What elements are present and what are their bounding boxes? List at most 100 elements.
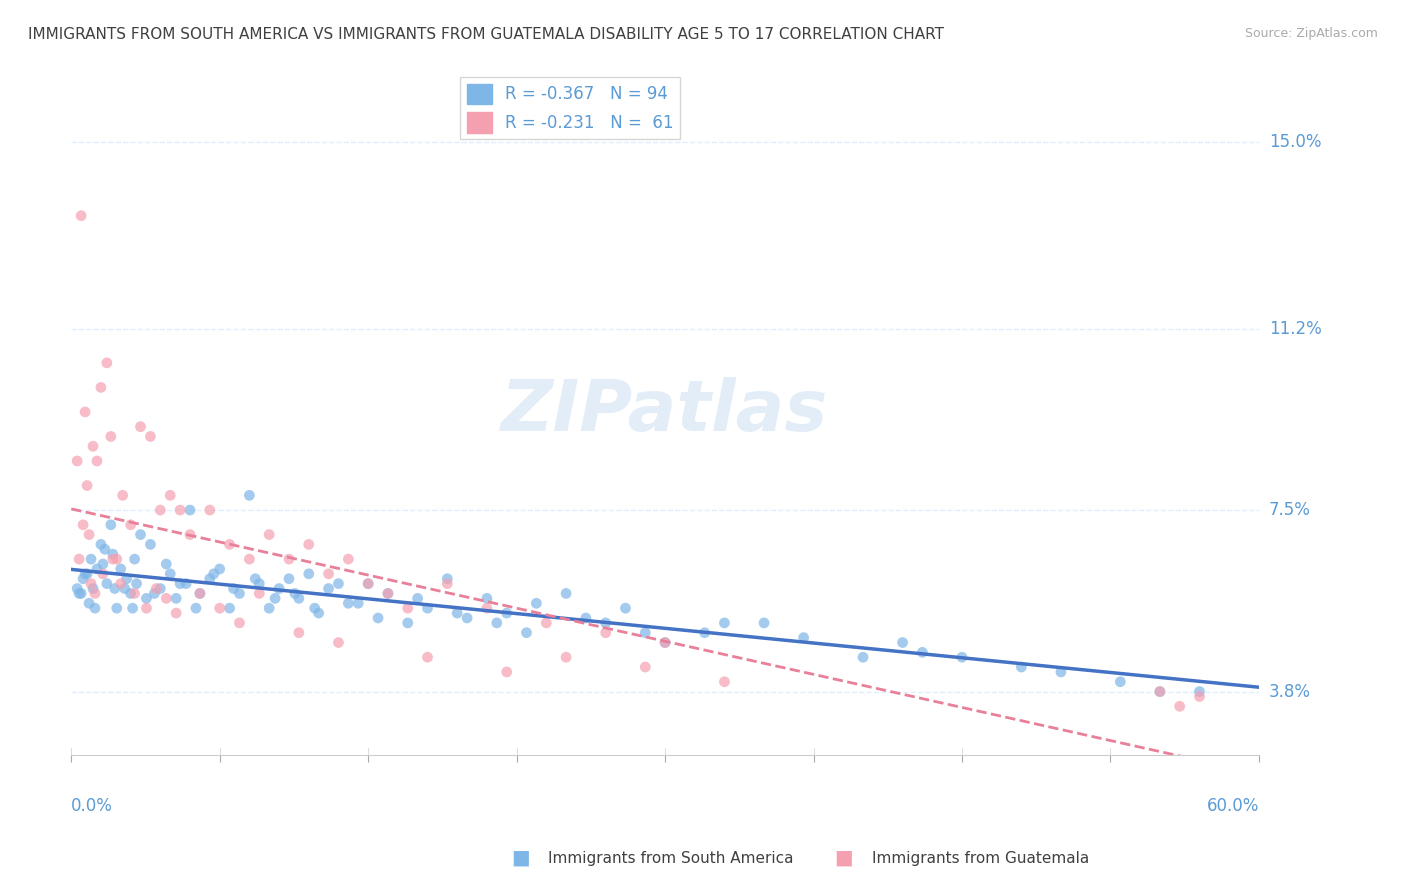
Point	[124, 552, 146, 566]
Point	[416, 601, 439, 615]
Point	[159, 566, 181, 581]
Point	[110, 562, 132, 576]
Text: ▪: ▪	[510, 844, 530, 872]
Point	[67, 586, 90, 600]
Point	[72, 517, 94, 532]
Point	[515, 625, 537, 640]
Point	[614, 601, 637, 615]
Point	[257, 527, 280, 541]
Point	[77, 596, 100, 610]
Point	[793, 631, 815, 645]
Point	[950, 650, 973, 665]
Point	[208, 601, 231, 615]
Point	[752, 615, 775, 630]
Point	[267, 582, 290, 596]
Text: 11.2%: 11.2%	[1268, 319, 1322, 337]
Point	[475, 591, 498, 606]
Point	[1149, 684, 1171, 698]
Point	[96, 356, 118, 370]
Point	[198, 503, 221, 517]
Point	[328, 576, 350, 591]
Point	[304, 601, 326, 615]
Point	[76, 566, 98, 581]
Point	[228, 586, 250, 600]
Point	[693, 625, 716, 640]
Point	[90, 537, 112, 551]
Point	[82, 439, 104, 453]
Point	[1188, 690, 1211, 704]
Point	[145, 582, 167, 596]
Point	[84, 601, 107, 615]
Point	[852, 650, 875, 665]
Point	[436, 572, 458, 586]
Point	[129, 419, 152, 434]
Point	[1188, 684, 1211, 698]
Point	[120, 586, 142, 600]
Point	[84, 586, 107, 600]
Point	[713, 674, 735, 689]
Point	[495, 606, 517, 620]
Point	[155, 591, 177, 606]
Point	[495, 665, 517, 679]
Text: 15.0%: 15.0%	[1268, 133, 1322, 151]
Point	[100, 517, 122, 532]
Point	[188, 586, 211, 600]
Point	[76, 478, 98, 492]
Point	[86, 454, 108, 468]
Point	[337, 552, 360, 566]
Point	[75, 405, 97, 419]
Point	[595, 615, 617, 630]
Point	[367, 611, 389, 625]
Point	[67, 552, 90, 566]
Point	[120, 517, 142, 532]
Point	[111, 488, 134, 502]
Point	[72, 572, 94, 586]
Point	[1010, 660, 1032, 674]
Point	[90, 380, 112, 394]
Point	[174, 576, 197, 591]
Point	[91, 566, 114, 581]
Point	[228, 615, 250, 630]
Point	[169, 576, 191, 591]
Point	[101, 552, 124, 566]
Point	[654, 635, 676, 649]
Point	[357, 576, 380, 591]
Point	[165, 591, 187, 606]
Point	[139, 537, 162, 551]
Point	[208, 562, 231, 576]
Point	[238, 488, 260, 502]
Point	[155, 557, 177, 571]
Point	[595, 625, 617, 640]
Point	[247, 576, 270, 591]
Point	[149, 582, 172, 596]
Point	[66, 454, 89, 468]
Point	[179, 527, 201, 541]
Point	[308, 606, 330, 620]
Point	[77, 527, 100, 541]
Point	[104, 582, 127, 596]
Text: 0.0%: 0.0%	[72, 797, 112, 814]
Point	[288, 625, 311, 640]
Text: 7.5%: 7.5%	[1268, 501, 1310, 519]
Point	[264, 591, 287, 606]
Point	[475, 601, 498, 615]
Point	[357, 576, 380, 591]
Point	[328, 635, 350, 649]
Point	[337, 596, 360, 610]
Point	[278, 552, 301, 566]
Point	[1168, 699, 1191, 714]
Point	[485, 615, 508, 630]
Point	[222, 582, 245, 596]
Point	[135, 591, 157, 606]
Point	[1050, 665, 1073, 679]
Point	[82, 582, 104, 596]
Text: Source: ZipAtlas.com: Source: ZipAtlas.com	[1244, 27, 1378, 40]
Point	[575, 611, 598, 625]
Point	[105, 552, 128, 566]
Point	[347, 596, 370, 610]
Point	[169, 503, 191, 517]
Point	[247, 586, 270, 600]
Text: Immigrants from Guatemala: Immigrants from Guatemala	[872, 851, 1090, 865]
Point	[446, 606, 468, 620]
Point	[184, 601, 207, 615]
